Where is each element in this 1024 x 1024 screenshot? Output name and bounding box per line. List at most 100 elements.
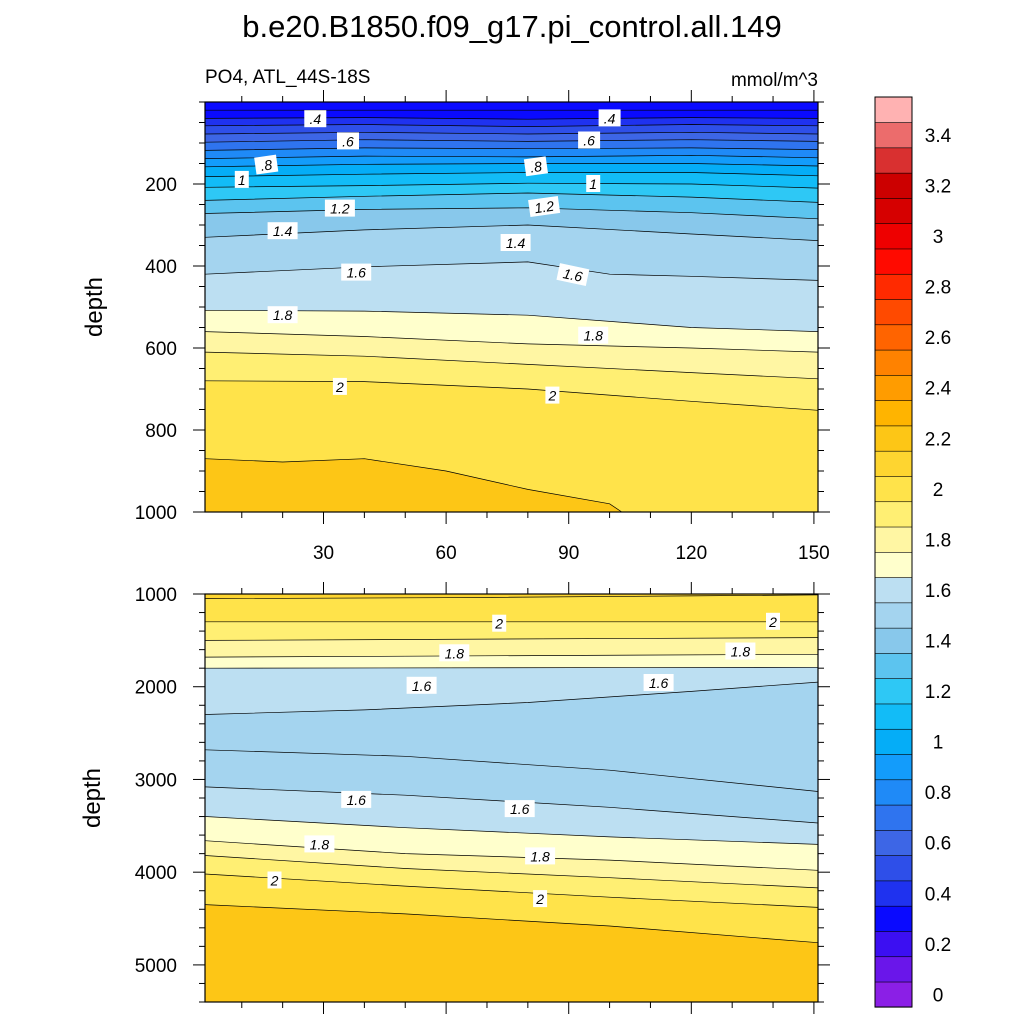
colorbar-frame [874,96,913,1008]
contour-line-label: 1.8 [267,306,298,324]
contour-label-text: 1 [238,172,246,188]
contour-label-box [523,156,549,177]
contour-label-text: 1.2 [533,198,555,217]
colorbar-tick-label: 2.2 [925,429,951,450]
contour-label-box [504,800,535,818]
contour-label-box [643,674,674,691]
contour-label-text: 1.2 [330,201,350,217]
colorbar-tick-label: 3 [933,227,944,248]
contour-label-box [406,676,437,694]
colorbar-tick-label: 0.2 [925,935,951,956]
isoline [205,666,818,669]
upper-isolines [205,109,818,512]
contour-line-label: .6 [337,132,359,150]
contour-line-label: 2 [332,377,347,395]
x-tick-label: 30 [313,543,334,564]
contour-label-text: 2 [768,614,777,630]
contour-label-box [528,195,561,218]
contour-line-label: 1.4 [500,234,531,251]
contour-line-label: 1.8 [525,847,556,865]
chart-title: b.e20.B1850.f09_g17.pi_control.all.149 [242,9,782,44]
contour-label-box [267,871,282,889]
isoline [205,681,818,715]
isoline [205,749,818,792]
colorbar-tick-label: 2 [933,480,944,501]
contour-label-box [533,890,548,908]
contour-band [205,594,818,599]
contour-line-label: 1.8 [439,644,470,662]
contour-line-label: 1.6 [643,674,674,691]
colorbar-tick-label: 2.6 [925,328,951,349]
y-tick-label: 400 [145,257,177,278]
contour-line-label: 1.8 [578,326,609,344]
contour-label-text: .4 [309,111,321,127]
contour-line-label: 1.4 [267,222,298,240]
contour-label-box [234,170,249,188]
colorbar-swatch [874,349,913,376]
contour-label-box [341,263,372,281]
colorbar-swatch [874,475,913,503]
colorbar: 0 0.2 0.4 0.6 0.8 1 1.2 1.4 1.6 1.8 2 2.2 2.4 2.6 2.8 3… [874,96,952,1008]
contour-label-text: 2 [535,891,544,907]
contour-line-label: 1.6 [406,676,437,694]
colorbar-swatch [874,602,913,629]
contour-label-box [766,612,780,630]
contour-label-text: 1.8 [530,848,550,864]
contour-label-box [525,847,556,865]
lower-panel: 2 2 1.8 1.8 1.6 1.6 1.6 1.6 1.8 1.8 2 2 1000 2000 300… [79,582,830,1014]
contour-label-box [545,386,560,404]
isoline [205,873,818,908]
colorbar-swatch [874,576,913,604]
contour-label-box [254,154,279,175]
colorbar-swatch [874,400,913,427]
contour-line-label: .8 [523,156,549,177]
contour-line-label: 2 [545,386,560,404]
contour-line-label: 1 [586,175,601,192]
upper-ylabel: depth [81,277,108,337]
colorbar-swatch [874,324,913,351]
colorbar-swatch [874,197,913,224]
contour-label-text: 2 [335,379,344,395]
colorbar-tick-label: 1 [933,733,944,754]
contour-line-label: 1.2 [324,199,355,217]
x-tick-label: 120 [675,543,707,564]
colorbar-swatch [874,172,913,199]
y-tick-label: 4000 [135,863,177,884]
lower-ylabel: depth [79,768,106,828]
isoline [205,380,818,411]
contour-label-box [578,131,601,149]
contour-line-label: 2 [492,614,507,632]
contour-line-label: 2 [766,612,780,630]
y-tick-label: 1000 [135,585,177,606]
contour-label-text: .6 [583,133,595,149]
contour-label-box [725,642,756,660]
colorbar-swatch [874,829,913,856]
contour-line-label: 1.8 [725,642,756,660]
colorbar-swatch [874,96,913,123]
isoline [205,147,818,151]
colorbar-swatch [874,298,913,326]
lower-axes: 1000 2000 3000 4000 5000 [135,582,830,1014]
contour-line-label: 2 [533,890,548,908]
upper-line-labels: .4 .4 .6 .6 .8 .8 1 1 1.2 1.2 1.4 1.4 1.6 1.6 1.8 1.8 2 2 [234,109,621,404]
isoline [205,331,818,353]
contour-label-text: 2 [494,616,503,632]
colorbar-tick-label: 0.4 [925,884,952,905]
lower-isolines [205,594,818,944]
contour-line-label: 1 [234,170,249,188]
colorbar-swatch [874,501,913,528]
isoline [205,154,818,159]
lower-line-labels: 2 2 1.8 1.8 1.6 1.6 1.6 1.6 1.8 1.8 2 2 [267,612,780,908]
isoline [205,458,622,512]
isoline [205,351,818,380]
contour-label-box [492,614,507,632]
isoline [205,594,818,599]
contour-label-text: .4 [604,110,616,126]
colorbar-tick-label: 1.4 [925,632,952,653]
isoline [205,816,818,845]
colorbar-swatch [874,248,913,275]
contour-label-text: 1.8 [310,836,330,852]
contour-label-box [304,835,335,853]
contour-label-text: 2 [270,873,279,889]
units-label: mmol/m^3 [731,70,818,91]
